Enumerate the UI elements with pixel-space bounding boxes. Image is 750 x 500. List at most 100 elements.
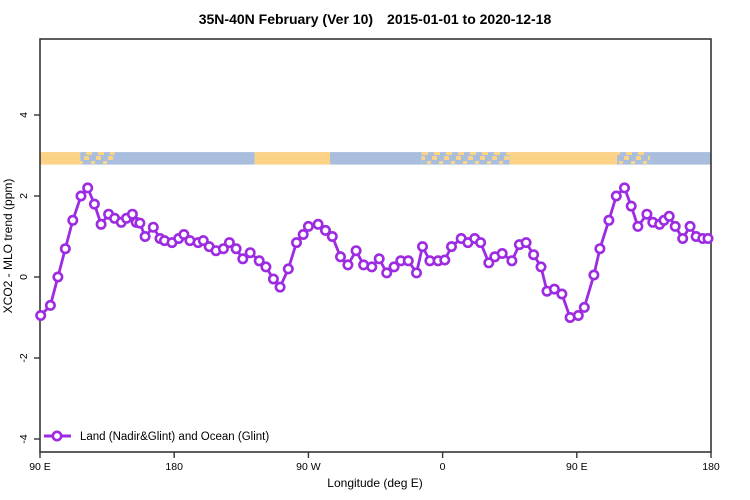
data-point-marker xyxy=(139,231,151,243)
data-point-marker xyxy=(67,214,79,226)
data-point-marker xyxy=(223,237,235,249)
band-segment-land xyxy=(509,152,618,165)
y-tick-label: 0 xyxy=(18,274,30,280)
data-point-marker xyxy=(274,281,286,293)
data-point-marker xyxy=(410,267,422,279)
data-point-marker xyxy=(350,245,362,257)
band-segment-ocean xyxy=(114,152,255,165)
legend-label: Land (Nadir&Glint) and Ocean (Glint) xyxy=(80,431,269,443)
data-point-marker xyxy=(572,309,584,321)
band-segment-land xyxy=(40,152,81,165)
y-tick-label: -2 xyxy=(18,353,30,362)
chart-title-dates: 2015-01-01 to 2020-12-18 xyxy=(387,11,551,27)
axes: 90 E 180 90 W 0 90 E 180 4 2 0 -2 -4 xyxy=(18,112,720,473)
data-point-marker xyxy=(520,237,532,249)
data-point-marker xyxy=(669,220,681,232)
data-point-marker xyxy=(528,249,540,261)
data-point-marker xyxy=(388,261,400,273)
data-point-marker xyxy=(95,218,107,230)
x-tick-label: 180 xyxy=(702,461,720,473)
data-point-marker xyxy=(445,241,457,253)
chart-title: 35N-40N February (Ver 10) 2015-01-01 to 2… xyxy=(199,11,552,27)
x-tick-label: 90 E xyxy=(29,461,51,473)
data-point-marker xyxy=(267,273,279,285)
data-point-marker xyxy=(548,283,560,295)
y-tick-label: -4 xyxy=(18,434,30,443)
data-point-marker xyxy=(88,198,100,210)
data-point-marker xyxy=(59,243,71,255)
data-point-marker xyxy=(44,299,56,311)
x-tick-label: 0 xyxy=(440,461,446,473)
y-axis-title: XCO2 - MLO trend (ppm) xyxy=(1,179,15,314)
data-point-marker xyxy=(684,220,696,232)
data-point-marker xyxy=(578,301,590,313)
data-point-marker xyxy=(75,190,87,202)
data-point-marker xyxy=(319,224,331,236)
data-point-marker xyxy=(588,269,600,281)
data-point-marker xyxy=(610,190,622,202)
x-tick-label: 90 W xyxy=(296,461,321,473)
data-point-marker xyxy=(618,182,630,194)
data-point-marker xyxy=(217,243,229,255)
y-tick-label: 2 xyxy=(18,193,30,199)
y-tick-label: 4 xyxy=(18,112,30,118)
legend-marker-icon xyxy=(51,430,63,442)
data-point-marker xyxy=(416,241,428,253)
data-point-marker xyxy=(483,257,495,269)
band-segment-land xyxy=(254,152,331,165)
data-point-marker xyxy=(290,237,302,249)
data-point-marker xyxy=(260,261,272,273)
data-point-marker xyxy=(625,200,637,212)
data-point-marker xyxy=(134,217,146,229)
data-point-marker xyxy=(506,255,518,267)
land-ocean-band xyxy=(40,152,711,165)
data-point-marker xyxy=(244,247,256,259)
band-segment-mixed xyxy=(80,152,115,165)
data-point-marker xyxy=(556,288,568,300)
data-point-marker xyxy=(641,208,653,220)
data-point-marker xyxy=(702,233,714,245)
data-point-marker xyxy=(282,263,294,275)
data-point-marker xyxy=(535,261,547,273)
data-point-marker xyxy=(312,218,324,230)
data-point-marker xyxy=(632,220,644,232)
series xyxy=(35,182,714,323)
data-point-marker xyxy=(253,255,265,267)
band-segment-mixed xyxy=(421,152,510,165)
data-point-marker xyxy=(334,251,346,263)
data-point-marker xyxy=(496,248,508,260)
x-tick-label: 180 xyxy=(165,461,183,473)
data-point-marker xyxy=(326,231,338,243)
plot-frame xyxy=(39,38,712,453)
data-point-marker xyxy=(402,255,414,267)
data-point-marker xyxy=(381,267,393,279)
band-segment-mixed xyxy=(617,152,650,165)
data-point-marker xyxy=(82,182,94,194)
data-point-marker xyxy=(178,229,190,241)
chart-title-region: 35N-40N February (Ver 10) xyxy=(199,11,373,27)
data-point-marker xyxy=(237,253,249,265)
data-point-marker xyxy=(439,254,451,266)
band-segment-ocean xyxy=(330,152,422,165)
data-point-marker xyxy=(342,259,354,271)
data-point-marker xyxy=(52,271,64,283)
data-point-marker xyxy=(373,253,385,265)
data-point-marker xyxy=(603,214,615,226)
data-point-marker xyxy=(594,243,606,255)
data-point-marker xyxy=(297,229,309,241)
x-axis-title: Longitude (deg E) xyxy=(327,476,422,490)
x-tick-label: 90 E xyxy=(566,461,588,473)
data-point-marker xyxy=(35,309,47,321)
data-point-marker xyxy=(475,237,487,249)
data-point-marker xyxy=(230,243,242,255)
band-segment-ocean xyxy=(649,152,711,165)
data-point-marker xyxy=(366,261,378,273)
data-point-marker xyxy=(302,220,314,232)
data-point-marker xyxy=(677,233,689,245)
legend: Land (Nadir&Glint) and Ocean (Glint) xyxy=(44,430,269,443)
data-point-marker xyxy=(147,221,159,233)
data-point-marker xyxy=(663,210,675,222)
